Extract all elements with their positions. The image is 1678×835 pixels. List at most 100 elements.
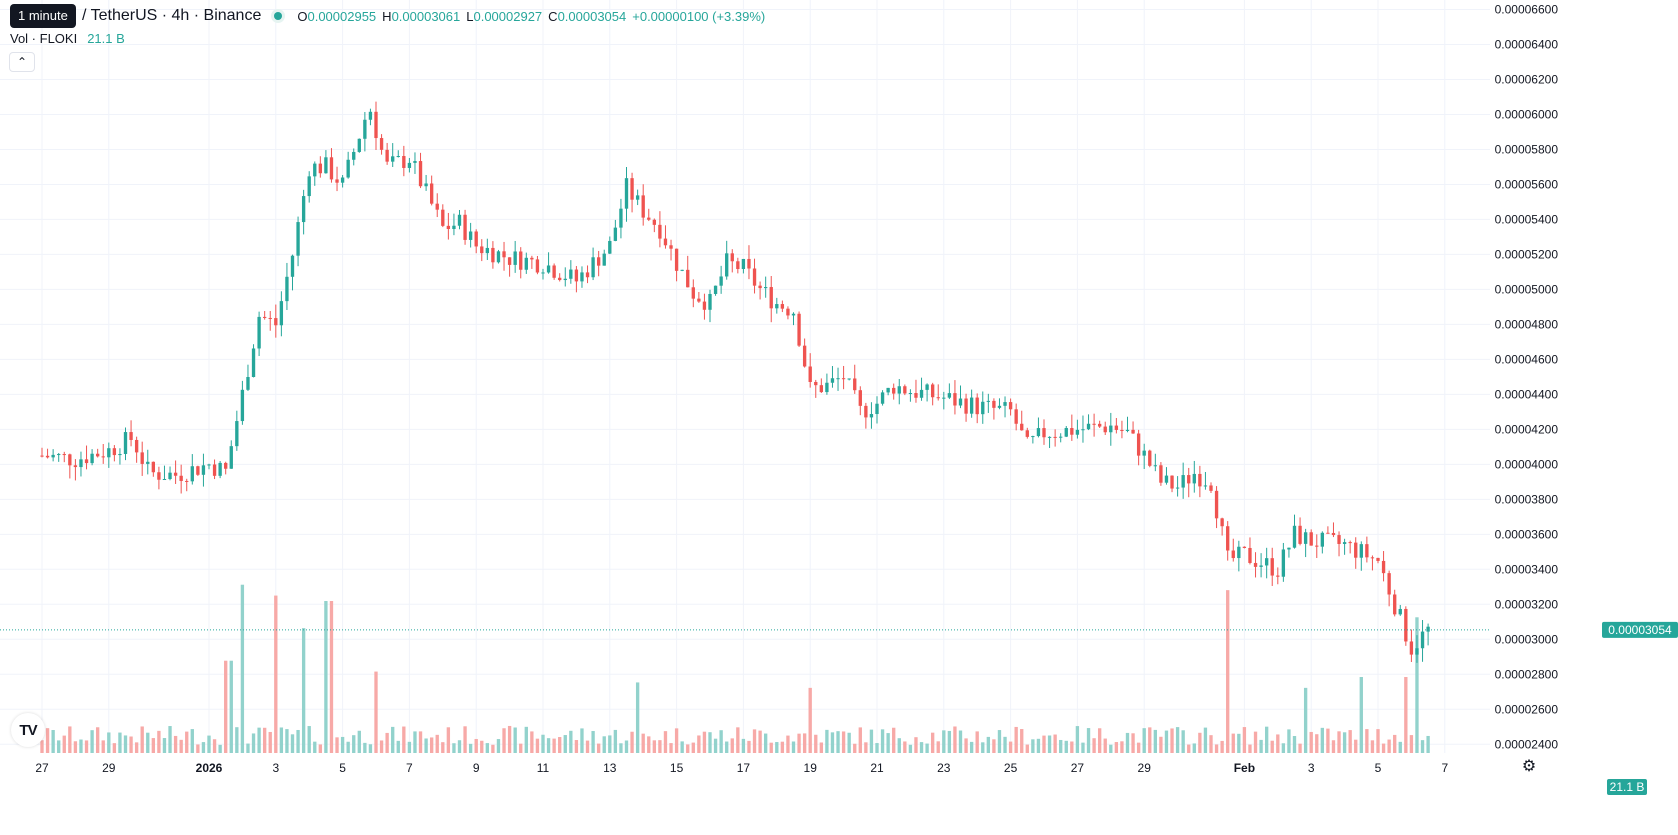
volume-bar xyxy=(268,731,272,753)
candle-body xyxy=(463,214,467,240)
volume-bar xyxy=(986,736,991,753)
volume-bar xyxy=(1097,728,1102,753)
volume-bar xyxy=(257,727,261,753)
time-tick-label: Feb xyxy=(1234,761,1255,775)
market-status-icon[interactable] xyxy=(271,9,286,23)
volume-bar xyxy=(886,733,890,753)
volume-bar xyxy=(452,743,456,753)
candle-body xyxy=(1014,409,1018,424)
volume-bar xyxy=(786,735,790,753)
candle-body xyxy=(1253,562,1258,567)
volume-bar xyxy=(953,726,957,753)
price-axis[interactable]: 0.00006600 0.00006400 0.00006200 0.00006000… xyxy=(1495,2,1559,751)
time-axis[interactable]: 27 29 2026 3 5 7 9 11 13 15 17 19 21 23 25 27 29 Feb 3 5 7 xyxy=(35,761,1448,775)
volume-bar xyxy=(1209,735,1213,753)
volume-bar xyxy=(240,584,245,753)
volume-bar xyxy=(708,732,712,753)
volume-bar xyxy=(697,735,701,753)
candle-body xyxy=(146,461,150,464)
volume-bar xyxy=(1331,740,1336,753)
candle-body xyxy=(997,405,1002,408)
volume-bar xyxy=(45,728,50,753)
volume-bar xyxy=(1393,734,1397,753)
price-tick-label: 0.00003000 xyxy=(1495,632,1559,646)
volume-bar xyxy=(95,727,100,753)
volume-bar xyxy=(1326,728,1330,753)
candle-body xyxy=(769,287,773,309)
candle-body xyxy=(79,459,83,468)
volume-bar xyxy=(1404,677,1408,753)
candle-body xyxy=(429,183,434,204)
price-tick-label: 0.00005800 xyxy=(1495,142,1559,156)
volume-legend-label[interactable]: Vol · FLOKI xyxy=(10,31,78,46)
candle-body xyxy=(480,246,484,254)
candle-body xyxy=(1320,532,1325,547)
volume-bar xyxy=(212,739,217,753)
volume-bar xyxy=(713,738,718,753)
volume-bar xyxy=(435,734,439,753)
candle-body xyxy=(647,217,651,220)
candle-body xyxy=(441,209,445,226)
candle-body xyxy=(652,219,657,225)
candle-body xyxy=(886,387,890,393)
price-tick-label: 0.00003600 xyxy=(1495,527,1559,541)
volume-bar xyxy=(864,742,868,753)
symbol-title[interactable]: / TetherUS · 4h · Binance xyxy=(82,7,262,24)
candle-body xyxy=(1387,573,1391,595)
volume-bar xyxy=(1003,736,1007,753)
volume-bar xyxy=(1420,740,1425,753)
collapse-legend-button[interactable]: ⌃ xyxy=(9,52,35,72)
candle-body xyxy=(1164,475,1169,483)
candle-body xyxy=(892,387,896,394)
volume-bar xyxy=(1270,740,1274,753)
candle-body xyxy=(379,138,384,150)
candle-body xyxy=(57,454,61,456)
candle-body xyxy=(736,261,740,270)
price-tick-label: 0.00003800 xyxy=(1495,492,1559,506)
tradingview-logo-icon[interactable]: TV xyxy=(11,713,45,747)
volume-bar xyxy=(841,731,846,753)
candle-body xyxy=(1426,626,1430,632)
volume-bar xyxy=(680,741,684,753)
candle-body xyxy=(519,251,523,270)
candlestick-series xyxy=(40,101,1430,663)
volume-bar xyxy=(1242,727,1247,753)
candle-body xyxy=(880,392,885,404)
candle-body xyxy=(942,397,946,399)
candle-body xyxy=(1365,544,1369,558)
volume-bar xyxy=(1365,729,1369,753)
candle-body xyxy=(84,459,89,464)
candle-body xyxy=(1153,465,1158,467)
volume-bars xyxy=(40,584,1430,753)
time-tick-label: 13 xyxy=(603,761,617,775)
candle-body xyxy=(1103,426,1107,433)
time-tick-label: 27 xyxy=(35,761,49,775)
candle-body xyxy=(1209,485,1213,491)
price-tick-label: 0.00006600 xyxy=(1495,2,1559,16)
volume-bar xyxy=(569,730,573,753)
candle-body xyxy=(775,304,779,309)
volume-bar xyxy=(752,729,757,753)
volume-bar xyxy=(1342,732,1347,753)
volume-bar xyxy=(641,733,645,753)
candle-body xyxy=(134,439,139,453)
volume-bar xyxy=(101,740,105,753)
volume-bar xyxy=(251,733,256,753)
volume-bar xyxy=(1125,732,1130,753)
volume-bar xyxy=(357,730,361,753)
candle-body xyxy=(802,345,807,367)
ohlc-high-value: 0.00003061 xyxy=(391,8,461,24)
candle-body xyxy=(1159,465,1163,483)
volume-bar xyxy=(652,740,657,753)
volume-bar xyxy=(413,731,417,753)
gear-icon[interactable]: ⚙ xyxy=(1521,758,1537,775)
candle-body xyxy=(1298,525,1302,544)
volume-bar xyxy=(541,734,545,753)
volume-bar xyxy=(1064,740,1068,753)
volume-bar xyxy=(79,739,83,753)
candle-body xyxy=(257,316,261,349)
volume-bar xyxy=(1025,744,1029,753)
volume-bar xyxy=(602,736,606,753)
